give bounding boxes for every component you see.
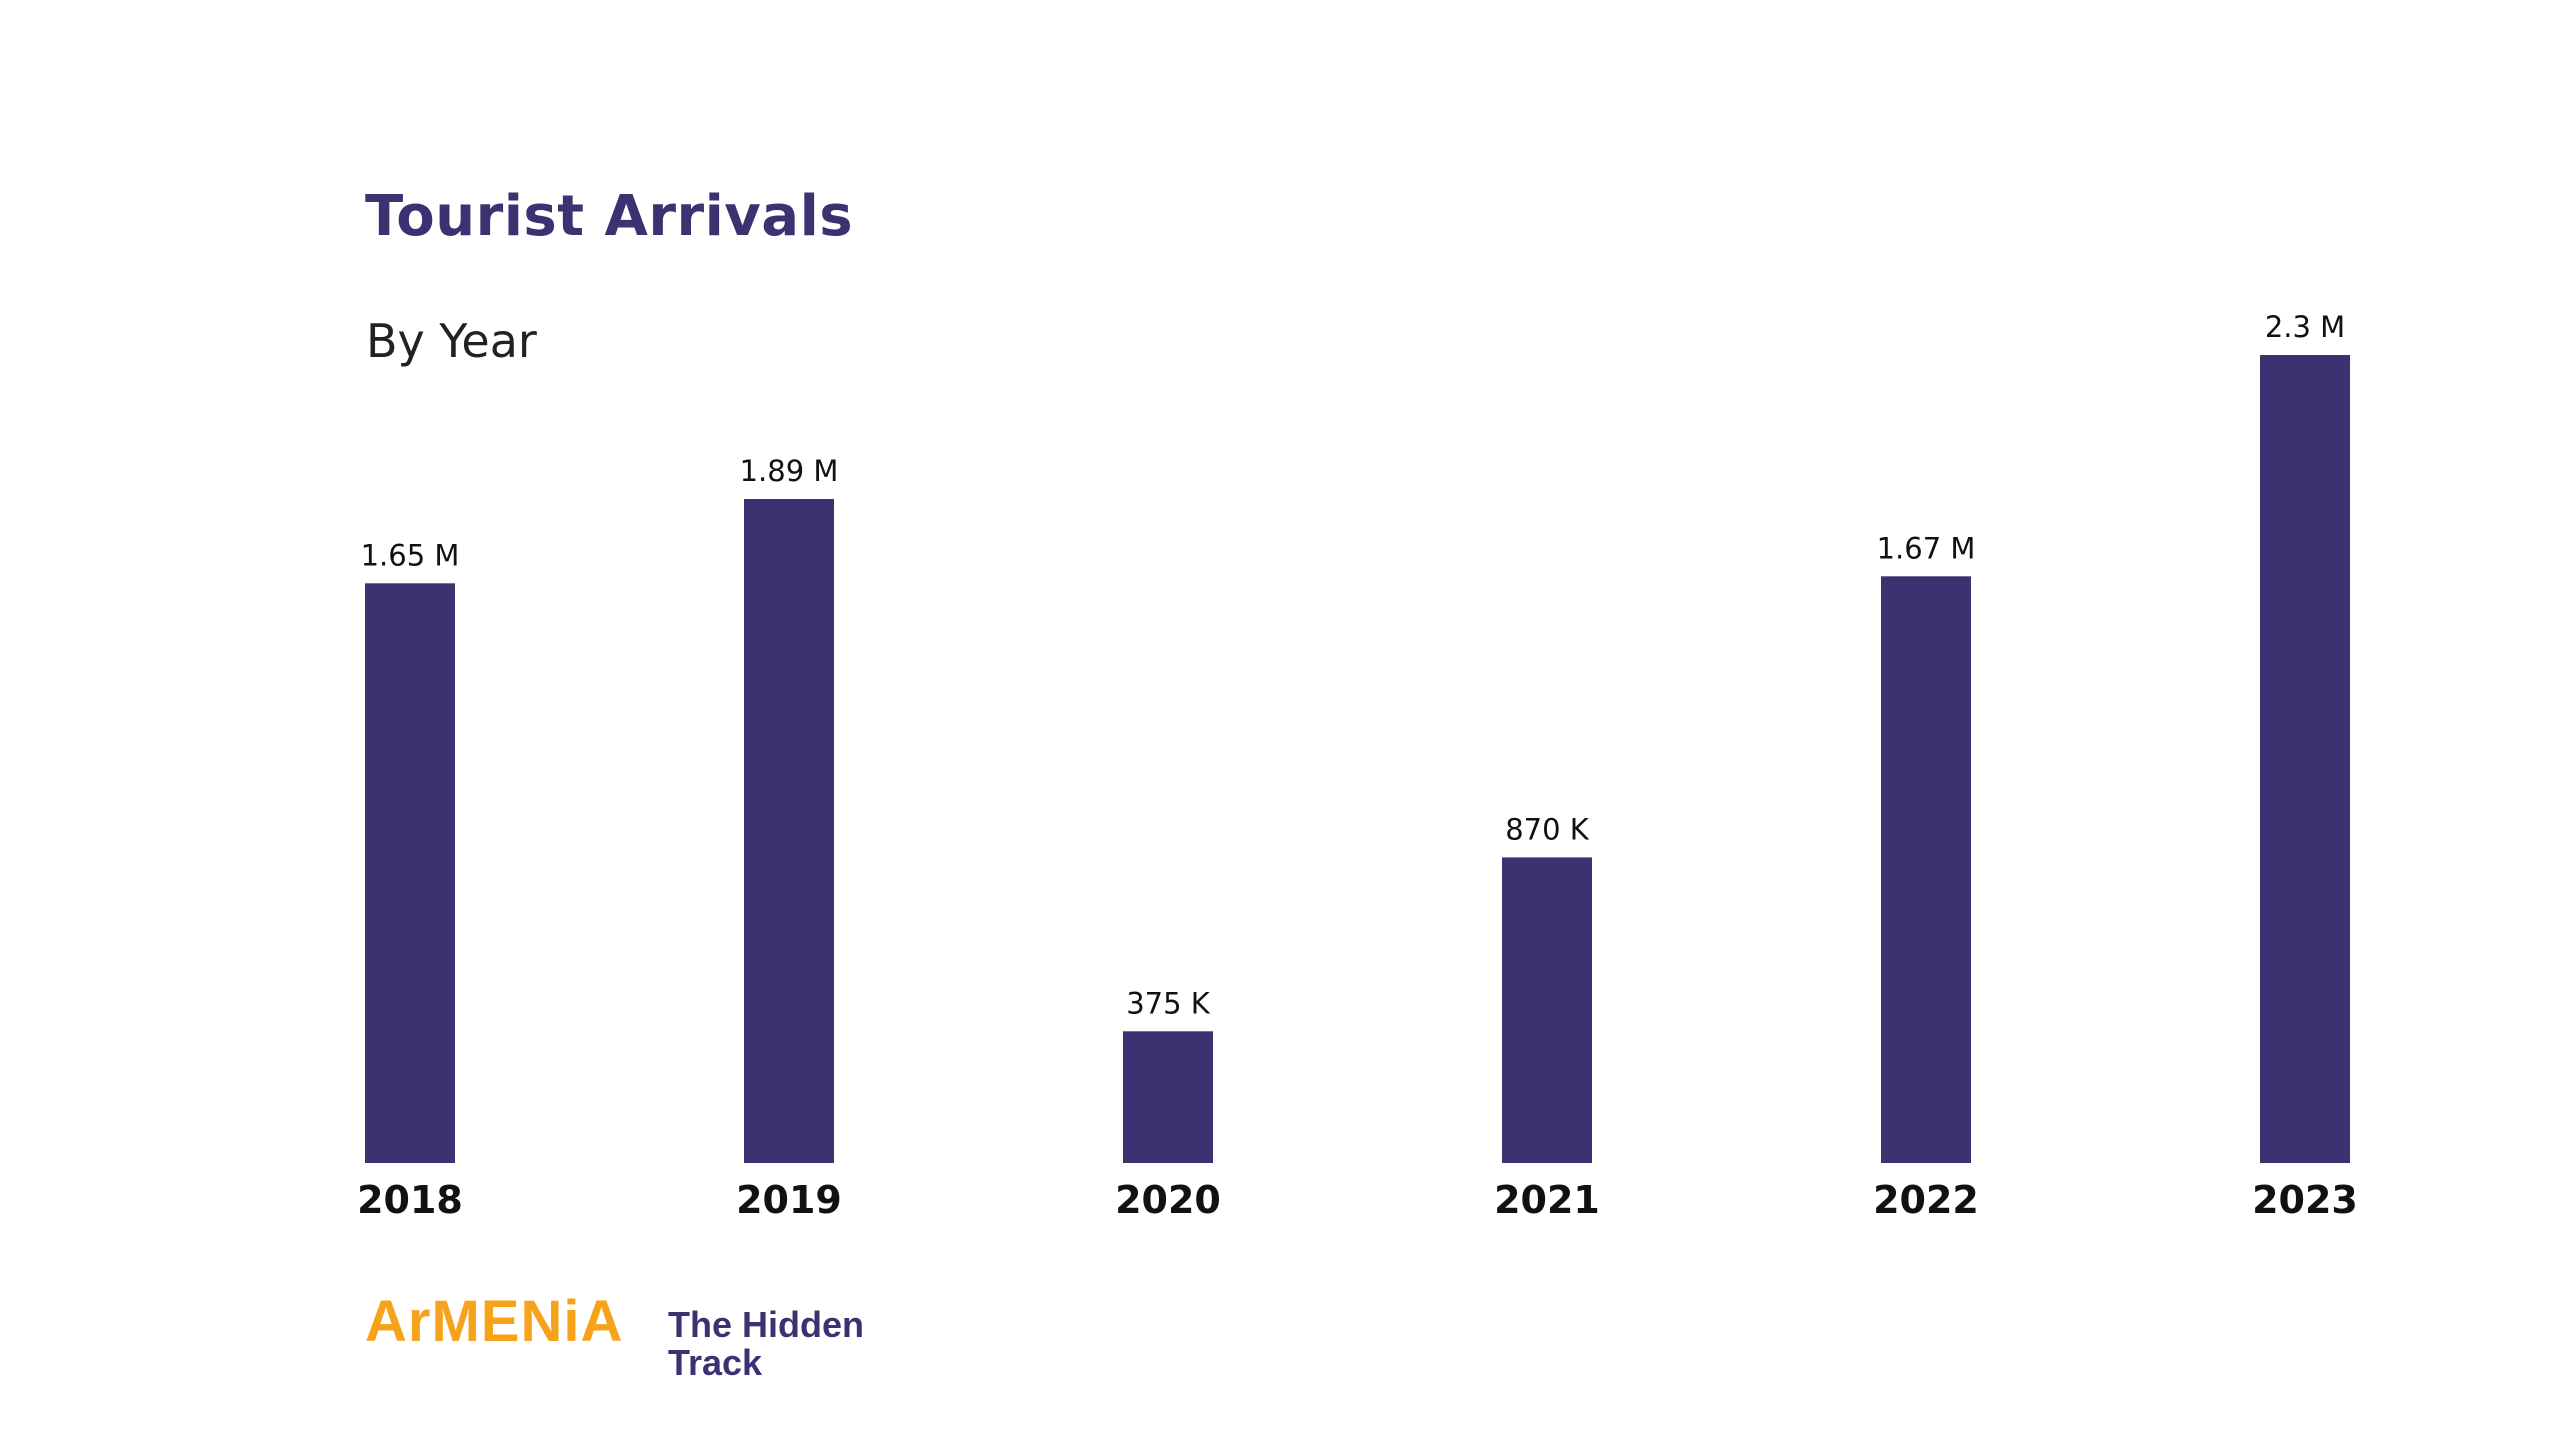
value-label-2018: 1.65 M <box>361 538 460 572</box>
value-label-2020: 375 K <box>1126 986 1211 1020</box>
category-label-2023: 2023 <box>2252 1178 2358 1222</box>
bar-2022 <box>1881 576 1971 1163</box>
value-label-2022: 1.67 M <box>1877 531 1976 565</box>
value-labels-layer: 1.65 M 1.89 M 375 K 870 K 1.67 M 2.3 M <box>361 310 2346 1020</box>
bar-2018 <box>365 583 455 1163</box>
category-label-2018: 2018 <box>357 1178 463 1222</box>
bar-2019 <box>744 499 834 1163</box>
category-label-2020: 2020 <box>1115 1178 1221 1222</box>
category-label-2019: 2019 <box>736 1178 842 1222</box>
category-label-2021: 2021 <box>1494 1178 1600 1222</box>
value-label-2023: 2.3 M <box>2265 310 2345 344</box>
bar-2020 <box>1123 1031 1213 1163</box>
bars-layer <box>365 355 2350 1163</box>
category-labels-layer: 2018 2019 2020 2021 2022 2023 <box>357 1178 2358 1222</box>
brand-tagline: The Hidden Track <box>668 1304 864 1383</box>
bar-2021 <box>1502 857 1592 1163</box>
brand-logo: ArMENiA The Hidden Track <box>365 1288 925 1388</box>
brand-name: ArMENiA <box>365 1289 624 1354</box>
bar-2023 <box>2260 355 2350 1163</box>
chart-subtitle: By Year <box>366 314 537 368</box>
value-label-2019: 1.89 M <box>740 454 839 488</box>
category-label-2022: 2022 <box>1873 1178 1979 1222</box>
chart-title: Tourist Arrivals <box>365 184 854 249</box>
value-label-2021: 870 K <box>1505 812 1590 846</box>
